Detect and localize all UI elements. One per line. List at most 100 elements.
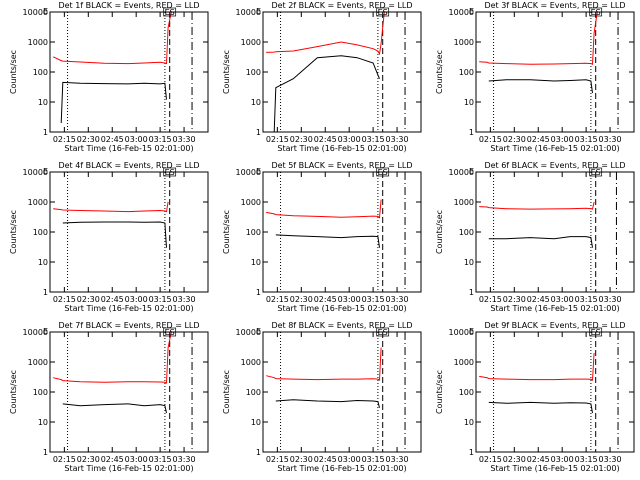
x-tick-label: 02:15 <box>266 135 289 144</box>
annotation: ES <box>591 8 601 17</box>
x-tick-label: 02:30 <box>77 295 100 304</box>
x-tick-label: 03:00 <box>338 295 361 304</box>
series-line <box>62 403 167 414</box>
annotation: ES <box>378 328 388 337</box>
chart-panel: Det 7f BLACK = Events, RED = LLD Start Ti… <box>9 321 209 473</box>
y-tick-label: 1 <box>469 128 474 137</box>
x-tick-label: 02:30 <box>77 455 100 464</box>
annotation: ES <box>378 8 388 17</box>
y-tick-label: 1000 <box>454 198 474 207</box>
chart-panel: Det 1f BLACK = Events, RED = LLD Start Ti… <box>9 1 209 153</box>
annotation-box <box>589 167 603 177</box>
x-axis-label: Start Time (16-Feb-15 02:01:00) <box>64 144 193 153</box>
x-tick-label: 03:30 <box>173 135 196 144</box>
y-tick-label: 10000 <box>23 8 48 17</box>
x-tick-label: 02:15 <box>479 135 502 144</box>
annotation: ES <box>378 168 388 177</box>
plot-frame <box>475 171 635 293</box>
y-tick-label: 10 <box>251 258 261 267</box>
y-tick-label: 10 <box>464 258 474 267</box>
y-tick-label: 10000 <box>449 8 474 17</box>
plot-frame <box>49 171 209 293</box>
x-tick-label: 02:15 <box>53 455 76 464</box>
chart-title: Det 8f BLACK = Events, RED = LLD <box>271 321 412 330</box>
x-tick-label: 03:00 <box>338 135 361 144</box>
x-tick-label: 02:45 <box>101 135 124 144</box>
x-tick-label: 03:00 <box>338 455 361 464</box>
y-tick-label: 1 <box>256 448 261 457</box>
series-line <box>266 199 382 219</box>
y-tick-label: 10000 <box>23 328 48 337</box>
annotation: ES <box>165 328 175 337</box>
y-tick-label: 1000 <box>241 38 261 47</box>
y-tick-label: 100 <box>459 388 474 397</box>
x-tick-label: 02:15 <box>266 455 289 464</box>
chart-panel: Det 5f BLACK = Events, RED = LLD Start Ti… <box>222 161 422 313</box>
annotation: E <box>256 7 261 16</box>
annotation: E <box>256 167 261 176</box>
x-tick-label: 02:30 <box>290 295 313 304</box>
chart-title: Det 3f BLACK = Events, RED = LLD <box>484 1 625 10</box>
series-line <box>479 352 595 381</box>
x-tick-label: 03:00 <box>125 135 148 144</box>
chart-title: Det 2f BLACK = Events, RED = LLD <box>271 1 412 10</box>
x-tick-label: 02:30 <box>503 295 526 304</box>
series-line <box>479 201 595 210</box>
x-tick-label: 02:30 <box>290 135 313 144</box>
x-tick-label: 02:15 <box>53 295 76 304</box>
y-tick-label: 1 <box>469 288 474 297</box>
x-tick-label: 02:30 <box>77 135 100 144</box>
y-tick-label: 100 <box>459 228 474 237</box>
x-tick-label: 02:30 <box>503 135 526 144</box>
plot-frame <box>49 11 209 133</box>
y-tick-label: 1000 <box>28 358 48 367</box>
annotation-box <box>163 327 177 337</box>
y-axis-label: Counts/sec <box>435 50 444 94</box>
annotation: E <box>469 167 474 176</box>
y-tick-label: 100 <box>33 68 48 77</box>
series-line <box>488 79 593 94</box>
annotation: E <box>43 167 48 176</box>
annotation: ES <box>165 8 175 17</box>
y-tick-label: 100 <box>246 68 261 77</box>
x-tick-label: 03:30 <box>599 455 622 464</box>
x-tick-label: 03:30 <box>599 295 622 304</box>
x-axis-label: Start Time (16-Feb-15 02:01:00) <box>64 464 193 473</box>
x-axis-label: Start Time (16-Feb-15 02:01:00) <box>277 464 406 473</box>
chart-panel: Det 2f BLACK = Events, RED = LLD Start Ti… <box>222 1 422 153</box>
x-tick-label: 03:30 <box>599 135 622 144</box>
x-tick-label: 03:15 <box>149 455 172 464</box>
x-tick-label: 03:15 <box>575 455 598 464</box>
annotation: E <box>256 327 261 336</box>
annotation-box <box>589 7 603 17</box>
y-tick-label: 1 <box>43 448 48 457</box>
y-tick-label: 10000 <box>236 168 261 177</box>
x-tick-label: 03:15 <box>362 295 385 304</box>
plot-frame <box>49 331 209 453</box>
y-axis-label: Counts/sec <box>222 370 231 414</box>
annotation: ES <box>591 168 601 177</box>
y-tick-label: 10 <box>38 98 48 107</box>
chart-panel: Det 6f BLACK = Events, RED = LLD Start Ti… <box>435 161 635 313</box>
annotation: E <box>43 7 48 16</box>
x-tick-label: 02:45 <box>527 135 550 144</box>
series-line <box>275 399 380 408</box>
y-tick-label: 1000 <box>241 198 261 207</box>
y-axis-label: Counts/sec <box>9 210 18 254</box>
y-tick-label: 10 <box>464 98 474 107</box>
x-tick-label: 03:15 <box>575 135 598 144</box>
y-tick-label: 1000 <box>454 38 474 47</box>
x-tick-label: 02:30 <box>290 455 313 464</box>
x-axis-label: Start Time (16-Feb-15 02:01:00) <box>490 464 619 473</box>
plot-frame <box>475 331 635 453</box>
x-tick-label: 03:00 <box>125 295 148 304</box>
series-line <box>53 331 172 384</box>
x-tick-label: 03:00 <box>551 455 574 464</box>
chart-panel: Det 8f BLACK = Events, RED = LLD Start Ti… <box>222 321 422 473</box>
annotation-box <box>376 167 390 177</box>
plot-frame <box>262 11 422 133</box>
x-tick-label: 03:00 <box>125 455 148 464</box>
y-tick-label: 1 <box>256 128 261 137</box>
x-tick-label: 02:15 <box>266 295 289 304</box>
